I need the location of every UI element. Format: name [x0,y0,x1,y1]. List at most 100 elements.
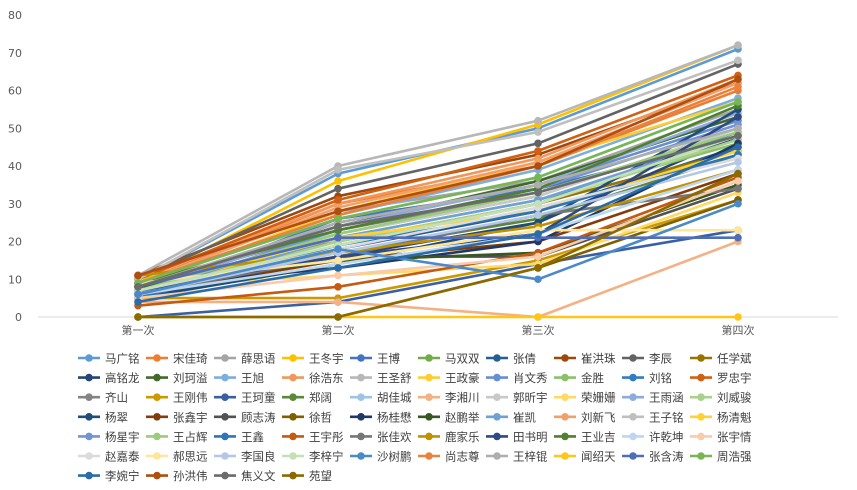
legend-marker [289,432,297,441]
data-point [734,124,742,133]
y-tick-label: 20 [8,236,22,249]
legend-marker [153,471,161,480]
data-point [334,298,342,306]
series-line [137,179,739,300]
legend-marker [289,393,297,402]
legend-marker [357,413,365,421]
legend-marker [697,413,705,421]
legend-marker [493,354,501,362]
legend-marker [289,471,297,480]
data-point [734,313,742,321]
legend-marker [153,373,161,382]
legend-label: 沙树鹏 [377,450,412,464]
series-line [137,100,739,285]
legend-label: 郭昕宇 [513,391,548,405]
x-tick-label: 第三次 [522,323,555,337]
legend-label: 马双双 [445,352,480,366]
legend-item: 王珂童 [214,391,276,405]
legend-label: 徐浩东 [309,371,344,385]
legend-item: 王冬宇 [282,352,344,366]
legend-label: 李湘川 [445,391,480,405]
data-point [734,177,742,185]
data-point [334,264,342,272]
data-point [334,256,342,265]
legend-item: 李国良 [214,450,276,464]
legend-label: 王雨涵 [649,391,684,405]
legend-label: 刘威骏 [717,391,752,405]
data-point [734,41,742,49]
legend-label: 高铭龙 [105,371,140,385]
series-line [137,111,739,292]
legend-marker [697,452,705,460]
data-point [534,128,542,136]
series-line [137,168,739,277]
legend-item: 郝思远 [146,450,208,464]
legend-item: 杨翠 [78,410,128,424]
legend-label: 许乾坤 [649,430,684,444]
legend-marker [629,452,637,460]
data-point [534,313,542,321]
legend-item: 薛思语 [214,352,276,366]
data-point [734,184,742,193]
series-line [138,172,739,319]
legend-label: 李婉宁 [105,469,140,483]
legend-marker [561,373,569,382]
legend-item: 金胜 [554,371,604,385]
legend-marker [697,354,705,362]
legend-item: 崔凯 [486,410,536,424]
series-line [137,127,739,289]
x-tick-label: 第二次 [322,323,355,337]
legend-marker [85,452,93,460]
legend-label: 胡佳城 [377,391,412,405]
legend-item: 鹿家乐 [418,430,480,444]
data-point [734,98,742,106]
legend-item: 王博 [350,352,400,366]
data-point [334,177,342,185]
legend-item: 张佳欢 [350,430,412,444]
legend-label: 王业吉 [581,430,616,444]
legend-label: 崔洪珠 [581,352,616,366]
data-point [334,215,342,223]
series-line [137,43,739,277]
legend-label: 王占辉 [173,430,208,444]
series-line [137,202,739,296]
legend-label: 王博 [377,352,400,366]
data-point [134,290,142,299]
legend-label: 张鑫宇 [173,410,208,424]
legend-item: 李婉宁 [78,469,140,483]
legend-marker [85,354,93,362]
series [134,75,742,280]
x-axis: 第一次 第二次 第三次 第四次 [122,323,755,337]
data-point [334,313,342,321]
legend-item: 王圣舒 [350,371,412,385]
legend-label: 王旭 [241,371,264,385]
legend-marker [561,393,569,402]
series-group [134,41,742,321]
data-point [534,230,542,238]
data-point [734,226,742,234]
legend-marker [357,373,365,382]
legend-marker [357,354,365,362]
legend-item: 周浩强 [690,450,752,464]
legend-marker [561,452,569,460]
legend-item: 赵鹏举 [418,410,480,424]
legend-marker [629,373,637,382]
legend-label: 郝思远 [173,450,208,464]
legend-item: 顾志涛 [214,410,276,424]
legend-marker [629,354,637,362]
legend-marker [425,452,433,460]
x-tick-label: 第四次 [722,323,755,337]
legend-item: 崔洪珠 [554,352,616,366]
series [134,132,742,291]
legend-label: 王冬宇 [309,352,344,366]
legend-label: 肖文秀 [513,371,548,385]
legend-marker [629,393,637,402]
legend-item: 罗忠宇 [690,371,752,385]
legend-item: 胡佳城 [350,391,412,405]
legend-item: 许乾坤 [622,430,684,444]
legend-item: 徐哲 [282,410,332,424]
legend-item: 王宇彤 [282,430,344,444]
legend-item: 马双双 [418,352,480,366]
data-point [734,199,742,208]
series-line [137,236,738,289]
